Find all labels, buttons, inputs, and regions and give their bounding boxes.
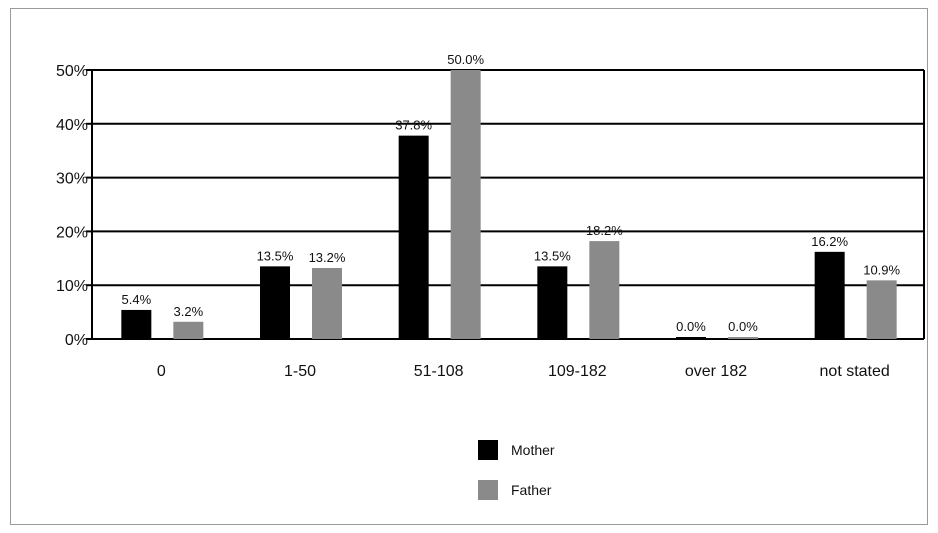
bar-mother — [814, 251, 845, 339]
legend-swatch-father — [478, 480, 498, 500]
data-label: 0.0% — [728, 319, 758, 334]
x-tick-label: not stated — [820, 363, 890, 380]
x-tick-label: 1-50 — [284, 363, 316, 380]
legend-swatch-mother — [478, 440, 498, 460]
data-label: 10.9% — [863, 262, 900, 277]
bar-father — [728, 337, 758, 339]
bar-father — [866, 280, 897, 339]
data-label: 3.2% — [174, 304, 204, 319]
data-label: 13.2% — [309, 250, 346, 265]
y-tick-label: 30% — [56, 171, 88, 188]
data-label: 37.8% — [395, 118, 432, 133]
bar-mother — [537, 266, 568, 339]
data-label: 18.2% — [586, 223, 623, 238]
bar-mother — [676, 337, 706, 339]
bar-mother — [260, 266, 290, 339]
x-tick-label: 51-108 — [414, 363, 464, 380]
y-tick-label: 20% — [56, 224, 88, 241]
y-tick-label: 0% — [65, 332, 88, 349]
bar-mother — [121, 309, 152, 339]
y-tick-label: 10% — [56, 278, 88, 295]
data-label: 50.0% — [447, 52, 484, 67]
data-label: 5.4% — [122, 292, 152, 307]
legend-label-father: Father — [511, 482, 552, 498]
bar-mother — [398, 135, 429, 339]
y-tick-label: 50% — [56, 63, 88, 80]
data-label: 13.5% — [534, 248, 571, 263]
legend-label-mother: Mother — [511, 442, 555, 458]
bar-father — [173, 321, 204, 339]
bar-father — [450, 70, 481, 339]
bar-father — [589, 241, 620, 339]
bar-father — [312, 267, 342, 339]
x-tick-label: over 182 — [685, 363, 747, 380]
data-label: 13.5% — [257, 248, 294, 263]
x-tick-label: 109-182 — [548, 363, 607, 380]
x-tick-label: 0 — [157, 363, 166, 380]
data-label: 0.0% — [676, 319, 706, 334]
data-label: 16.2% — [811, 234, 848, 249]
y-tick-label: 40% — [56, 117, 88, 134]
